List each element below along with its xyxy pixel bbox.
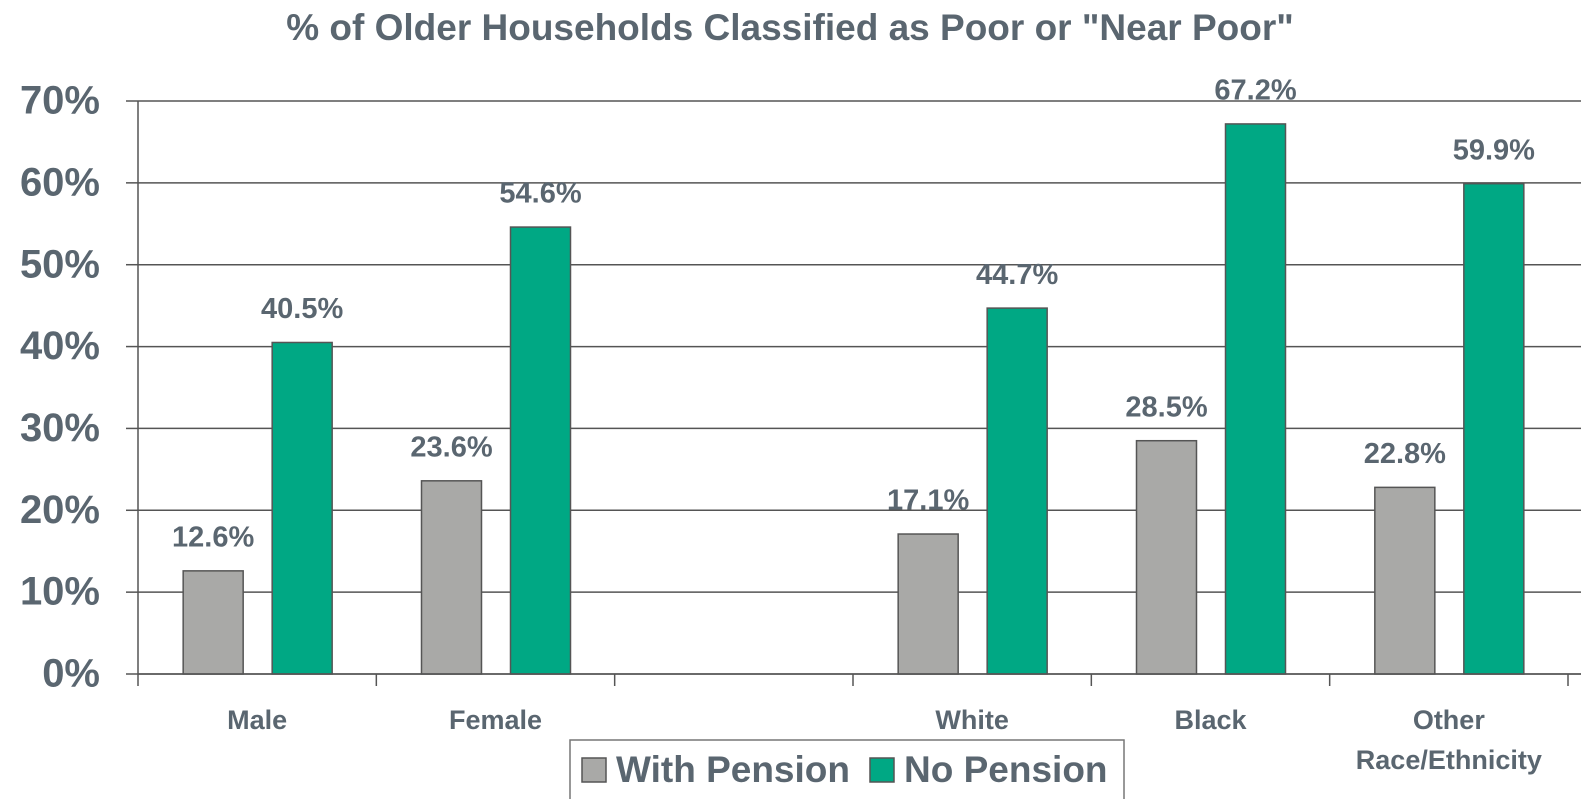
x-tick-label: Black — [1174, 705, 1247, 735]
y-tick-label: 50% — [20, 242, 100, 286]
y-tick-label: 20% — [20, 488, 100, 532]
bar — [897, 533, 959, 675]
y-tick-label: 70% — [20, 79, 100, 123]
bar — [509, 226, 572, 675]
bar — [182, 570, 244, 675]
x-tick-label: Female — [448, 705, 543, 735]
y-tick-label: 40% — [20, 324, 100, 368]
bar — [1463, 182, 1525, 675]
value-label: 44.7% — [976, 259, 1058, 291]
bar — [271, 341, 333, 675]
bar — [1374, 486, 1436, 675]
value-label: 23.6% — [410, 431, 492, 463]
value-label: 17.1% — [887, 485, 969, 517]
value-label: 54.6% — [499, 178, 581, 210]
value-label: 28.5% — [1125, 391, 1207, 423]
bar — [420, 480, 483, 675]
value-label: 59.9% — [1453, 134, 1535, 166]
legend-swatch — [581, 757, 607, 783]
x-tick-label: Other Race/Ethnicity — [1355, 705, 1542, 775]
legend-label: With Pension — [616, 749, 850, 790]
x-tick-label: Male — [227, 705, 288, 735]
legend-swatch — [869, 757, 895, 783]
y-tick-label: 10% — [20, 570, 100, 614]
bar — [986, 307, 1048, 675]
x-tick-label: White — [935, 705, 1009, 735]
value-label: 12.6% — [172, 522, 254, 554]
y-tick-label: 30% — [20, 406, 100, 450]
bar — [1224, 123, 1287, 675]
value-label: 40.5% — [261, 293, 343, 325]
chart-title: % of Older Households Classified as Poor… — [286, 7, 1294, 48]
value-label: 22.8% — [1364, 438, 1446, 470]
y-tick-label: 60% — [20, 160, 100, 204]
value-label: 67.2% — [1214, 75, 1296, 107]
y-tick-label: 0% — [42, 652, 100, 696]
bar — [1135, 439, 1198, 675]
legend-box — [569, 739, 1125, 799]
legend-label: No Pension — [904, 749, 1108, 790]
